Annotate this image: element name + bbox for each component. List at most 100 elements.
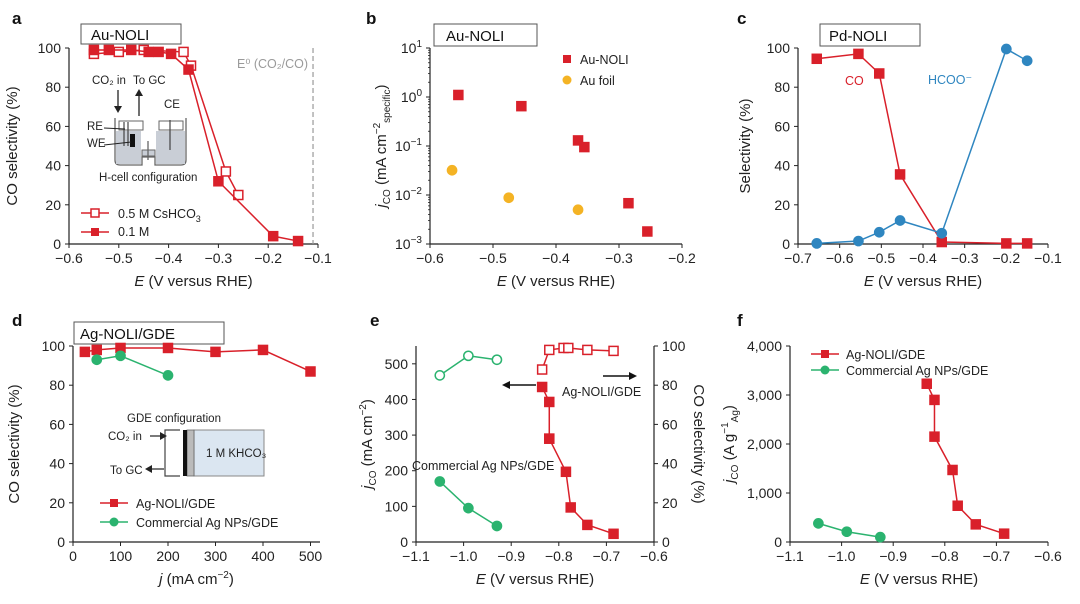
legend-01m: 0.1 M [118, 225, 149, 239]
panel-c-series-0-point [853, 48, 864, 60]
panel-c-title: Pd-NOLI [829, 28, 887, 45]
gde-co2-in-label: CO₂ in [108, 431, 142, 443]
legend-filled-square [91, 228, 99, 236]
y-tick-label: 60 [774, 118, 790, 134]
panel-e-series-0-point [536, 364, 548, 375]
panel-a-title: Au-NOLI [91, 27, 149, 44]
panel-c-axes: −0.7 −0.6 −0.5 −0.4 −0.3 −0.2 −0.1 0 20 40 60 80 100 [767, 40, 1062, 266]
panel-f-series-0-point [947, 464, 958, 476]
panel-f-series-1-point [841, 526, 853, 538]
x-tick-label: −1.0 [450, 548, 478, 564]
x-tick-label: −0.2 [668, 250, 696, 266]
x-tick-label: −0.6 [826, 250, 854, 266]
panel-b: b Au-NOLI [366, 9, 538, 47]
y-tick-label: 10−2 [395, 186, 422, 203]
x-tick-label: −0.3 [605, 250, 633, 266]
panel-d-series-0-point [79, 346, 91, 358]
panel-e-series-1-point [491, 354, 503, 366]
right-y-tick-label: 80 [662, 377, 678, 393]
x-tick-label: −0.4 [909, 250, 937, 266]
panel-e-series-2-point [544, 396, 555, 408]
y-tick-label: 200 [385, 463, 409, 479]
x-tick-label: −0.1 [304, 250, 332, 266]
panel-e-series-2-point [608, 528, 619, 540]
panel-b-series-0-point [453, 89, 464, 101]
panel-c-x-label: E (V versus RHE) [864, 273, 982, 290]
panel-e-series-3-point [491, 520, 503, 532]
panel-e-series-0-point [563, 342, 574, 354]
gde-co2-in-arrowhead [160, 432, 167, 440]
panel-e-series-2-point [560, 466, 572, 478]
gde-caption: GDE configuration [127, 413, 221, 425]
panel-e-right-y-label: CO selectivity (%) [690, 384, 707, 503]
panel-c: c Pd-NOLI [737, 9, 921, 47]
panel-a-y-label: CO selectivity (%) [4, 86, 21, 205]
panel-f-x-label: E (V versus RHE) [860, 571, 978, 588]
panel-b-series-0-point [623, 197, 634, 209]
panel-e-y-label: jCO (mA cm−2) [358, 399, 379, 491]
x-tick-label: 400 [251, 548, 275, 564]
panel-d-x-label: j (mA cm−2) [157, 570, 234, 588]
panel-a-letter: a [12, 9, 22, 28]
panel-a-series-1-point [103, 44, 115, 56]
x-tick-label: −1.1 [402, 548, 430, 564]
panel-d-series-1-line [96, 355, 169, 377]
panel-c-series-1-point [936, 227, 948, 239]
panel-b-title-tab: Au-NOLI [433, 23, 538, 47]
y-tick-label: 0 [53, 236, 61, 252]
panel-e-series-3-point [434, 476, 446, 487]
y-tick-label: 20 [774, 197, 790, 213]
panel-e-series-1-point [434, 370, 446, 381]
gde-electrolyte-label: 1 M KHCO₃ [206, 448, 267, 460]
arrow-left-axis [502, 381, 536, 389]
panel-f-series-0-point [998, 528, 1010, 539]
panel-e-series-2-point [536, 381, 548, 393]
panel-f-legend: Ag-NOLI/GDE Commercial Ag NPs/GDE [811, 348, 988, 378]
panel-a-series-1-point [183, 64, 194, 75]
x-tick-label: −0.6 [55, 250, 83, 266]
panel-b-x-label: E (V versus RHE) [497, 273, 615, 290]
panel-a-x-label: E (V versus RHE) [134, 273, 252, 290]
y-tick-label: 80 [45, 79, 61, 95]
panel-a: a Au-NOLI [12, 9, 182, 45]
x-tick-label: −0.6 [416, 250, 444, 266]
panel-b-series-0-point [516, 100, 527, 112]
legend-commercial: Commercial Ag NPs/GDE [136, 516, 278, 530]
legend-cshco3: 0.5 M CsHCO3 [118, 207, 201, 224]
panel-f-series-0-point [921, 378, 932, 389]
panel-e-x-label: E (V versus RHE) [476, 571, 594, 588]
panel-b-series-0-point [642, 226, 653, 237]
legend-au-noli-marker [563, 55, 571, 63]
panel-f-y-label: jCO (A g−1Ag) [720, 405, 741, 485]
y-tick-label: 10−1 [395, 137, 422, 154]
y-tick-label: 100 [42, 338, 66, 354]
right-y-tick-label: 100 [662, 338, 686, 354]
y-tick-label: 100 [767, 40, 791, 56]
h-cell-to-gc-label: To GC [133, 75, 166, 87]
panel-f: f [737, 311, 743, 330]
x-tick-label: −0.5 [479, 250, 507, 266]
panel-a-series-0-point [178, 46, 189, 58]
panel-c-series-0-point [936, 236, 947, 248]
y-tick-label: 40 [49, 456, 65, 472]
panel-c-series-1-point [1000, 43, 1012, 55]
panel-a-axes: −0.6 −0.5 −0.4 −0.3 −0.2 −0.1 0 20 40 60 80 100 [38, 40, 332, 266]
panel-b-axes: −0.6 −0.5 −0.4 −0.3 −0.2 10−3 10−2 10−1 100 101 [395, 39, 696, 266]
right-y-tick-label: 0 [662, 534, 670, 550]
h-cell-we-label: WE [87, 138, 106, 150]
panel-b-y-label: jCO (mA cm−2specific) [372, 84, 393, 209]
x-tick-label: 500 [299, 548, 323, 564]
x-tick-label: −0.5 [868, 250, 896, 266]
panel-d-axes: 0 100 200 300 400 500 0 20 40 60 80 100 [42, 338, 323, 564]
x-tick-label: −0.8 [931, 548, 959, 564]
right-y-tick-label: 20 [662, 495, 678, 511]
legend-f-ag-noli-marker [821, 350, 829, 358]
panel-e-series-0-point [608, 345, 619, 357]
legend-au-foil: Au foil [580, 74, 615, 88]
panel-a-title-tab: Au-NOLI [80, 23, 182, 45]
panel-e-series-3-point [463, 502, 474, 514]
panel-b-title: Au-NOLI [446, 28, 504, 45]
y-tick-label: 100 [401, 88, 423, 105]
legend-ag-noli-marker [110, 499, 118, 507]
